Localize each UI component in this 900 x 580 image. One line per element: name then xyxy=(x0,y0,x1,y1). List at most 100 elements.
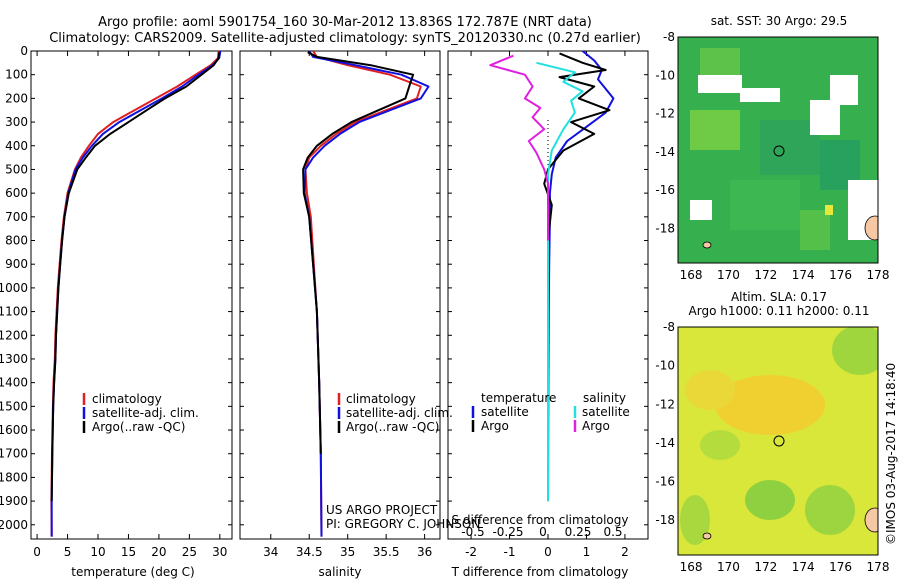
legend-title-temperature: temperature xyxy=(481,391,556,405)
sla-map-frame xyxy=(677,326,879,556)
sst-patch xyxy=(730,180,800,230)
sst-patch xyxy=(690,110,740,150)
sla-low-anomaly xyxy=(680,495,710,545)
pi-credit: PI: GREGORY C. JOHNSON xyxy=(326,517,480,531)
y-tick-label: 1100 xyxy=(0,305,28,319)
map-x-tick-label: 176 xyxy=(829,268,852,282)
legend-argo: Argo(..raw -QC) xyxy=(346,420,439,434)
legend-satellite: satellite-adj. clim. xyxy=(346,406,453,420)
y-tick-label: 1400 xyxy=(0,376,28,390)
sla-low-anomaly xyxy=(805,485,855,535)
x-tick-label: 34 xyxy=(263,545,278,559)
map-y-tick-label: -18 xyxy=(655,222,675,236)
y-tick-label: 800 xyxy=(5,234,28,248)
map-y-tick-label: -14 xyxy=(655,436,675,450)
temperature-panel-frame xyxy=(30,50,233,540)
x-tick-label: 2 xyxy=(621,545,629,559)
map-x-tick-label: 172 xyxy=(754,268,777,282)
salinity-panel-frame xyxy=(239,50,441,540)
y-tick-label: 2000 xyxy=(0,518,28,532)
legend-climatology: climatology xyxy=(346,392,416,406)
land-island xyxy=(864,507,878,533)
series-line-climatology xyxy=(304,51,422,537)
series-line-argo-raw-qc- xyxy=(302,51,415,454)
series-layer xyxy=(50,51,615,537)
sst-map-title: sat. SST: 30 Argo: 29.5 xyxy=(711,14,848,28)
y-tick-label: 700 xyxy=(5,210,28,224)
legend-t-argo: Argo xyxy=(481,419,509,433)
x-tick-label: 15 xyxy=(121,545,136,559)
y-tick-label: 1200 xyxy=(0,328,28,342)
sla-low-anomaly xyxy=(832,327,878,375)
x-tick-label: 36 xyxy=(417,545,432,559)
map-x-tick-label: 174 xyxy=(792,268,815,282)
y-tick-label: 200 xyxy=(5,91,28,105)
legend-s-argo: Argo xyxy=(582,419,610,433)
x-tick-label: 0 xyxy=(544,545,552,559)
y-tick-label: 300 xyxy=(5,115,28,129)
y-tick-label: 1500 xyxy=(0,399,28,413)
x-tick-label: -1 xyxy=(504,545,516,559)
sla-high-anomaly xyxy=(685,370,735,410)
x-tick-label: 30 xyxy=(212,545,227,559)
map-y-tick-label: -12 xyxy=(655,107,675,121)
land-island xyxy=(702,532,712,540)
y-tick-label: 600 xyxy=(5,186,28,200)
land-island xyxy=(702,241,712,249)
map-x-tick-label: 178 xyxy=(867,268,890,282)
y-tick-label: 0 xyxy=(20,44,28,58)
x-tick-label-secondary: -0.5 xyxy=(461,525,484,539)
x-tick-label: 25 xyxy=(182,545,197,559)
sst-missing-data xyxy=(698,75,742,93)
project-credit: US ARGO PROJECT xyxy=(326,503,438,517)
y-tick-label: 500 xyxy=(5,162,28,176)
y-tick-label: 400 xyxy=(5,139,28,153)
x-tick-label-secondary: 0.25 xyxy=(565,525,592,539)
x-tick-label: -2 xyxy=(465,545,477,559)
t-difference-xlabel: T difference from climatology xyxy=(451,565,629,579)
series-line-argo xyxy=(489,54,549,241)
map-y-tick-label: -10 xyxy=(655,359,675,373)
x-tick-label: 20 xyxy=(151,545,166,559)
series-line-argo-raw-qc- xyxy=(50,52,221,502)
map-y-tick-label: -16 xyxy=(655,475,675,489)
sla-high-anomaly xyxy=(715,375,825,435)
sst-missing-data xyxy=(810,100,840,135)
land-island xyxy=(864,215,878,241)
x-tick-label: 34.5 xyxy=(296,545,323,559)
x-tick-label-secondary: 0.5 xyxy=(603,525,622,539)
sst-warm-pixel xyxy=(825,205,833,215)
sla-low-anomaly xyxy=(700,430,740,460)
sst-map-frame xyxy=(677,36,879,264)
imos-stamp: ©IMOS 03-Aug-2017 14:18:40 xyxy=(884,363,898,545)
x-tick-label: 1 xyxy=(583,545,591,559)
map-x-tick-label: 174 xyxy=(792,560,815,574)
sla-map-title: Altim. SLA: 0.17 xyxy=(731,290,827,304)
map-x-tick-label: 172 xyxy=(754,560,777,574)
x-tick-label-secondary: 0 xyxy=(539,525,547,539)
map-x-tick-label: 176 xyxy=(829,560,852,574)
series-group xyxy=(50,51,222,537)
sla-map-subtitle: Argo h1000: 0.11 h2000: 0.11 xyxy=(689,304,870,318)
sla-argo-location-marker xyxy=(773,435,785,447)
legend-t-satellite: satellite xyxy=(481,405,529,419)
legend-argo: Argo(..raw -QC) xyxy=(92,420,185,434)
x-tick-label: 5 xyxy=(64,545,72,559)
series-line-argo xyxy=(543,52,611,359)
map-y-tick-label: -16 xyxy=(655,183,675,197)
map-x-tick-label: 168 xyxy=(680,560,703,574)
x-tick-label-secondary: -0.25 xyxy=(492,525,523,539)
difference-legend: temperature salinity satellite Argo sate… xyxy=(471,391,630,433)
header-line-1: Argo profile: aoml 5901754_160 30-Mar-20… xyxy=(98,15,592,30)
y-tick-label: 1600 xyxy=(0,423,28,437)
series-line-satellite-adj-clim- xyxy=(303,51,430,537)
salinity-legend: climatology satellite-adj. clim. Argo(..… xyxy=(337,392,453,434)
sst-missing-data xyxy=(690,200,712,220)
series-line-climatology xyxy=(50,51,220,537)
map-y-tick-label: -8 xyxy=(663,320,675,334)
map-x-tick-label: 178 xyxy=(867,560,890,574)
map-y-tick-label: -10 xyxy=(655,68,675,82)
s-difference-xlabel: S difference from climatology xyxy=(452,513,629,527)
sst-patch xyxy=(800,210,830,250)
